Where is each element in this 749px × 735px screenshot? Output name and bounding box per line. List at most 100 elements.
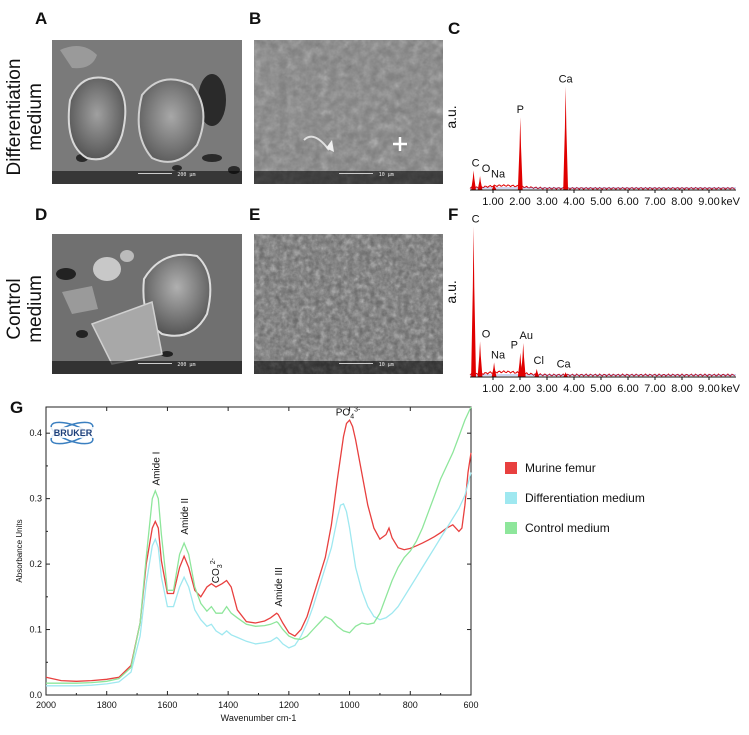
peak-o <box>477 176 483 190</box>
panel-letter-e: E <box>249 205 261 224</box>
logo-orbit-2 <box>50 421 94 445</box>
y-tick-label: 0.0 <box>29 690 42 700</box>
plot-frame <box>45 406 472 696</box>
x-tick-label: 2.00 <box>509 383 530 393</box>
series-line-0 <box>45 418 472 682</box>
logo-text: BRUKER <box>54 428 93 438</box>
sem-image-e: 10 µm <box>254 234 443 374</box>
panel-letter-g: G <box>10 398 24 417</box>
series-line-1 <box>46 472 472 687</box>
x-tick-label: 1000 <box>340 700 360 710</box>
annotation-amide-iii: Amide III <box>274 567 285 606</box>
y-tick-label: 0.3 <box>29 494 42 504</box>
y-axis-label: Absorbance Units <box>15 519 24 582</box>
panel-letter-c: C <box>448 19 461 38</box>
y-tick-label: 0.2 <box>29 559 42 569</box>
peak-na <box>491 184 497 190</box>
legend-swatch-1 <box>505 492 517 504</box>
scale-label: 10 µm <box>378 172 394 178</box>
x-tick-label: 7.00 <box>644 383 665 393</box>
x-tick-label: 1.00 <box>482 383 503 393</box>
x-tick-label: 2000 <box>36 700 56 710</box>
panel-letter-a: A <box>35 9 48 28</box>
x-axis-unit: keV <box>721 383 741 393</box>
peak-label-cl: Cl <box>534 355 544 367</box>
row-label-differentiation: Differentiation medium <box>4 57 46 177</box>
scale-label: 200 µm <box>177 362 196 368</box>
x-tick-label: 6.00 <box>617 196 638 208</box>
ftir-chart-g: 0.0 0.1 0.2 0.3 0.4 2000 1800 1600 1400 1200 1000 8… <box>15 406 645 723</box>
panel-letter-f: F <box>448 205 459 224</box>
legend-swatch-0 <box>505 462 517 474</box>
peak-label-p: P <box>511 340 518 352</box>
x-tick-label: 1600 <box>157 700 177 710</box>
peak-c <box>471 226 476 377</box>
x-axis-label: Wavenumber cm-1 <box>221 713 297 723</box>
x-tick-label: 9.00 <box>698 196 719 208</box>
x-tick-label: 800 <box>403 700 418 710</box>
sem-image-a: 200 µm <box>52 40 242 184</box>
legend-label-0: Murine femur <box>525 461 596 475</box>
logo-backdrop <box>50 427 96 438</box>
y-axis-label: a.u. <box>448 105 459 128</box>
x-tick-label: 8.00 <box>671 383 692 393</box>
legend-label-1: Differentiation medium <box>525 491 645 505</box>
row-label-line-1: Control <box>4 278 25 340</box>
x-tick-label: 600 <box>463 700 478 710</box>
x-tick-label: 9.00 <box>698 383 719 393</box>
x-tick-label: 3.00 <box>536 196 557 208</box>
panel-letter-b: B <box>249 9 262 28</box>
edx-spectrum-c: a.u. C O Na P Ca 1.00 2.00 3.00 4.00 5.00 6.00 7.00 8… <box>448 73 741 208</box>
x-tick-label: 1400 <box>218 700 238 710</box>
peak-p <box>517 117 523 190</box>
sem-info-bar: 10 µm <box>254 361 443 374</box>
peak-o <box>477 341 483 377</box>
x-axis-unit: keV <box>721 196 741 208</box>
row-label-line-2: medium <box>25 275 46 343</box>
row-label-control: Control medium <box>4 249 46 369</box>
annotation-amide-i: Amide I <box>151 452 162 486</box>
peak-label-au: Au <box>520 330 533 342</box>
y-tick-label: 0.4 <box>29 428 42 438</box>
peak-label-c: C <box>472 215 480 225</box>
x-tick-label: 3.00 <box>536 383 557 393</box>
row-label-line-2: medium <box>25 83 46 151</box>
y-axis-label: a.u. <box>448 280 459 303</box>
x-tick-label: 6.00 <box>617 383 638 393</box>
sem-info-bar: 200 µm <box>52 361 242 374</box>
peak-au <box>520 342 526 377</box>
peak-label-p: P <box>517 104 524 116</box>
peak-cl <box>534 368 540 377</box>
edx-spectrum-f: a.u. C ONa PAu Cl Ca 1.00 2.00 3.00 4.00 5.00 6.00 7… <box>448 215 741 393</box>
sem-image-d: 200 µm <box>52 234 242 374</box>
scale-label: 200 µm <box>177 172 196 178</box>
x-tick-label: 1800 <box>97 700 117 710</box>
peak-label-o: O <box>482 163 491 175</box>
peak-ca <box>563 86 569 190</box>
x-tick-label: 8.00 <box>671 196 692 208</box>
logo-orbit-1 <box>50 421 94 445</box>
x-tick-label: 4.00 <box>563 196 584 208</box>
bruker-logo: BRUKER <box>50 421 96 445</box>
legend-label-2: Control medium <box>525 521 610 535</box>
peak-label-na: Na <box>491 349 506 361</box>
x-tick-label: 4.00 <box>563 383 584 393</box>
sem-image-b: 10 µm <box>254 40 443 184</box>
series-line-2 <box>46 406 472 684</box>
x-tick-label: 7.00 <box>644 196 665 208</box>
panel-letter-d: D <box>35 205 48 224</box>
peak-label-c: C <box>472 157 480 169</box>
annotation-amide-ii: Amide II <box>180 498 191 535</box>
scale-label: 10 µm <box>378 362 394 368</box>
x-tick-label: 1.00 <box>482 196 503 208</box>
sem-info-bar: 200 µm <box>52 171 242 184</box>
sem-info-bar: 10 µm <box>254 171 443 184</box>
peak-label-ca: Ca <box>559 73 574 85</box>
annotation-po4: PO43- <box>336 407 361 421</box>
annotation-co3: CO32- <box>210 557 224 583</box>
peak-label-ca: Ca <box>557 358 572 370</box>
x-tick-label: 2.00 <box>509 196 530 208</box>
peak-ca <box>563 372 569 377</box>
spectrum-baseline <box>469 184 735 190</box>
peak-label-o: O <box>482 328 491 340</box>
